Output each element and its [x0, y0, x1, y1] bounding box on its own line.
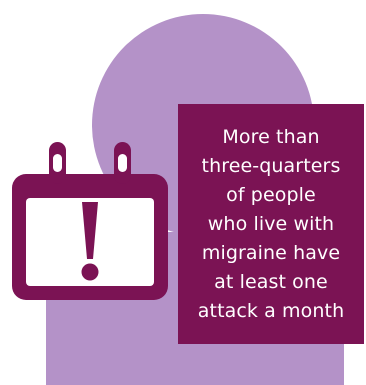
message-line: of people — [226, 183, 316, 206]
message-box: More than three-quarters of people who l… — [178, 104, 364, 344]
message-line: three-quarters — [201, 154, 341, 177]
message-line: attack a month — [197, 299, 345, 322]
message-line: migraine have — [201, 241, 341, 264]
calendar-alert-icon — [12, 142, 168, 300]
message-text: More than three-quarters of people who l… — [198, 123, 344, 326]
message-line: who live with — [207, 212, 335, 235]
message-line: at least one — [214, 270, 328, 293]
message-line: More than — [222, 125, 320, 148]
